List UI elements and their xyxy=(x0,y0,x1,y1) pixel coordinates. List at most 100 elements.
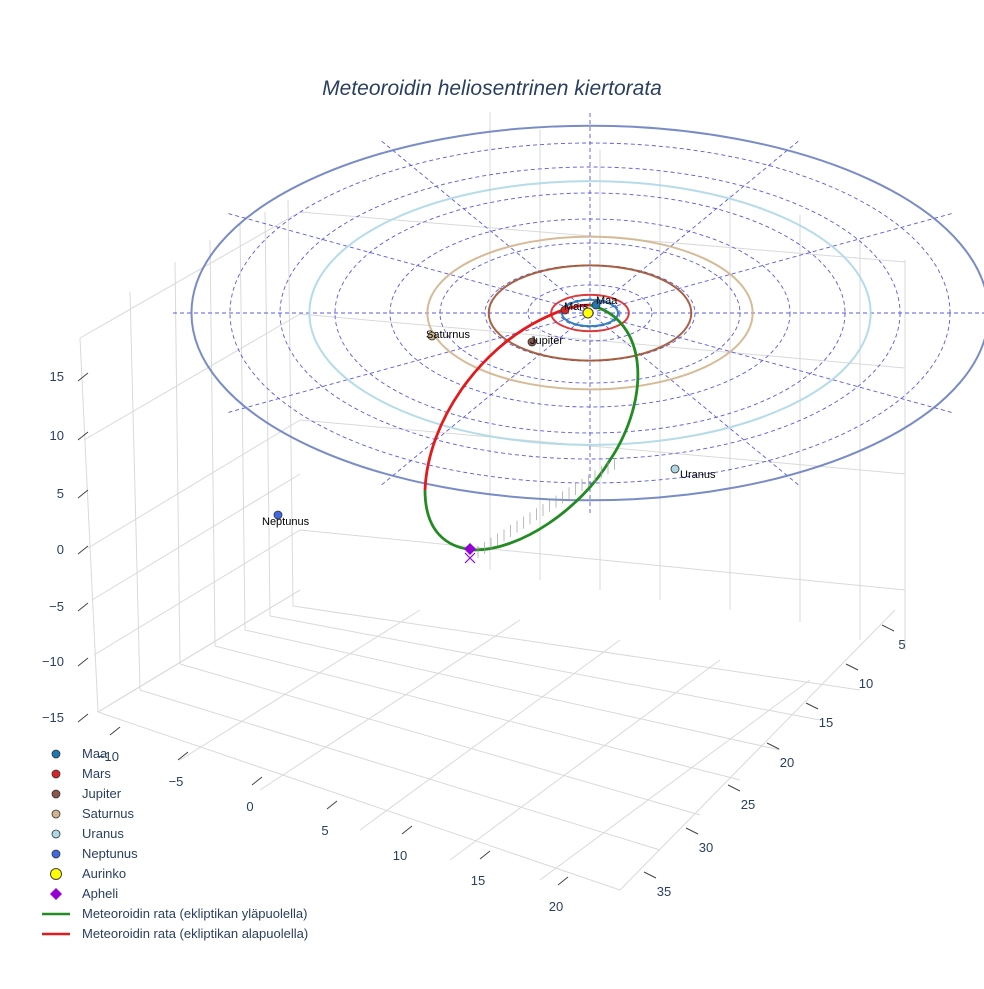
legend-item[interactable]: Maa xyxy=(51,746,108,761)
planet-marker-saturnus xyxy=(427,331,437,341)
x-tick-mark xyxy=(109,726,121,736)
orbit-uranus xyxy=(308,180,872,446)
wall-gridline xyxy=(239,223,246,631)
z-tick-label: 0 xyxy=(57,542,64,557)
legend-symbol xyxy=(51,849,61,859)
wall-gridline xyxy=(264,211,271,617)
y-tick-mark xyxy=(727,784,741,792)
floor-gridline xyxy=(97,711,621,891)
planet-marker-mars xyxy=(560,305,570,315)
y-tick-label: 20 xyxy=(780,755,794,770)
planet-label-maa: Maa xyxy=(596,295,618,307)
aphelion-cross xyxy=(464,552,476,564)
z-tick-label: −10 xyxy=(42,654,64,669)
x-tick-mark xyxy=(251,776,263,786)
legend-item[interactable]: Aurinko xyxy=(50,866,127,881)
ecliptic-spoke xyxy=(589,312,954,414)
legend-label: Jupiter xyxy=(82,786,122,801)
floor-gridline xyxy=(139,689,661,851)
x-tick-label: −5 xyxy=(169,774,184,789)
legend-item[interactable]: Meteoroidin rata (ekliptikan alapuolella… xyxy=(42,926,308,941)
legend-label: Meteoroidin rata (ekliptikan alapuolella… xyxy=(82,926,308,941)
ecliptic-spoke xyxy=(226,312,591,414)
legend-item[interactable]: Mars xyxy=(51,766,111,781)
axis-ticks: 15 10 5 0 −5 −10 −15 −10 −5 0 5 10 15 20 5 10 15 20 25 30 35 xyxy=(42,369,906,914)
floor-gridline xyxy=(449,659,721,861)
y-tick-mark xyxy=(685,827,699,835)
sun-marker xyxy=(582,307,594,319)
z-tick-mark xyxy=(77,372,89,382)
y-tick-mark xyxy=(766,742,780,750)
x-tick-label: 20 xyxy=(549,899,563,914)
y-tick-label: 25 xyxy=(741,797,755,812)
z-tick-mark xyxy=(77,602,89,612)
wall-gridline xyxy=(91,473,301,601)
z-tick-mark xyxy=(77,431,89,441)
axis-grid xyxy=(79,112,906,891)
wall-gridline xyxy=(129,291,141,691)
planet-label-jupiter: Jupiter xyxy=(530,335,563,347)
wall-gridline xyxy=(97,589,301,713)
wall-gridline xyxy=(299,529,906,591)
legend-symbol xyxy=(51,769,61,779)
z-tick-label: 15 xyxy=(50,369,64,384)
z-tick-label: −15 xyxy=(42,710,64,725)
legend-label: Neptunus xyxy=(82,846,138,861)
floor-gridline xyxy=(359,639,621,831)
x-tick-mark xyxy=(401,825,413,835)
x-tick-mark xyxy=(326,800,338,810)
ecliptic-spoke xyxy=(589,139,801,314)
y-tick-mark xyxy=(881,624,895,632)
ecliptic-spoke xyxy=(226,212,591,314)
x-tick-mark xyxy=(177,751,189,761)
floor-gridline xyxy=(214,645,741,781)
wall-gridline xyxy=(299,313,906,369)
z-tick-label: 10 xyxy=(50,428,64,443)
wall-gridline xyxy=(79,211,301,339)
wall-gridline xyxy=(299,419,906,475)
floor-gridline xyxy=(269,615,821,721)
orbit-saturnus xyxy=(426,235,754,391)
planet-markers: Maa Mars Jupiter Saturnus Uranus Neptunus xyxy=(262,295,716,564)
floor-gridline xyxy=(619,609,896,891)
y-tick-mark xyxy=(805,702,819,710)
legend[interactable]: Maa Mars Jupiter Saturnus Uranus Neptunus Auri… xyxy=(42,746,308,941)
orbit-mars xyxy=(550,293,630,333)
legend-item[interactable]: Neptunus xyxy=(51,846,138,861)
legend-item[interactable]: Saturnus xyxy=(51,806,135,821)
legend-label: Uranus xyxy=(82,826,124,841)
x-tick-label: 15 xyxy=(471,873,485,888)
wall-gridline xyxy=(87,419,301,549)
legend-label: Apheli xyxy=(82,886,118,901)
legend-symbol xyxy=(51,829,61,839)
legend-item[interactable]: Apheli xyxy=(50,886,118,901)
planet-marker-uranus xyxy=(670,464,680,474)
y-tick-label: 15 xyxy=(819,715,833,730)
x-tick-label: 0 xyxy=(246,799,253,814)
floor-gridline xyxy=(244,629,781,751)
wall-gridline xyxy=(287,199,294,607)
x-tick-mark xyxy=(479,850,491,860)
legend-item[interactable]: Meteoroidin rata (ekliptikan yläpuolella… xyxy=(42,906,307,921)
wall-gridline xyxy=(93,529,301,656)
ecliptic-spoke xyxy=(589,312,801,487)
z-tick-mark xyxy=(77,657,89,667)
legend-symbol xyxy=(51,749,61,759)
legend-item[interactable]: Uranus xyxy=(51,826,124,841)
z-tick-label: −5 xyxy=(49,599,64,614)
ecliptic-polar-grid xyxy=(170,113,984,513)
legend-label: Meteoroidin rata (ekliptikan yläpuolella… xyxy=(82,906,307,921)
x-tick-label: 5 xyxy=(321,823,328,838)
planet-label-neptunus: Neptunus xyxy=(262,516,310,528)
x-tick-label: −10 xyxy=(97,749,119,764)
floor-gridline xyxy=(292,605,861,691)
z-tick-label: 5 xyxy=(57,486,64,501)
planet-marker-jupiter xyxy=(527,337,537,347)
legend-item[interactable]: Jupiter xyxy=(51,786,122,801)
planet-marker-neptunus xyxy=(273,510,283,520)
wall-gridline xyxy=(79,337,99,713)
aphelion-marker xyxy=(464,543,476,555)
ecliptic-spoke xyxy=(379,312,591,487)
orbit-jupiter xyxy=(487,264,693,362)
